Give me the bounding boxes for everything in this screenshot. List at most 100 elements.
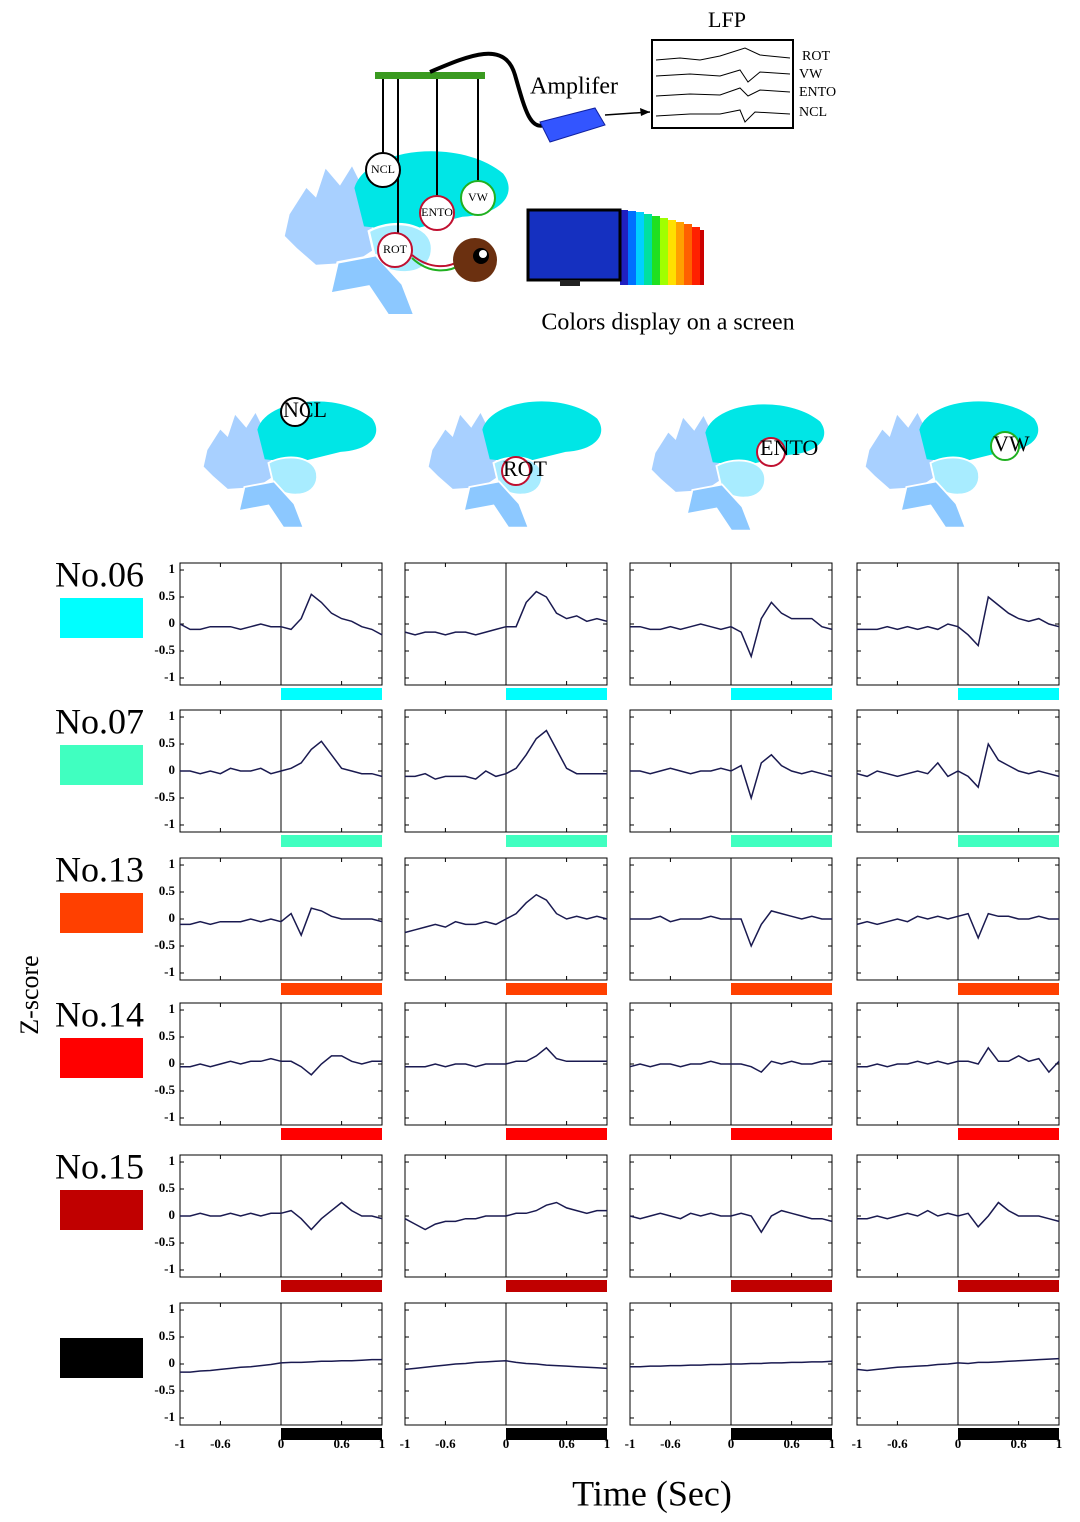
region-marker xyxy=(280,397,310,427)
stimulus-bar xyxy=(506,1280,607,1292)
row-label: No.14 xyxy=(55,994,144,1034)
lfp-trace xyxy=(655,87,791,97)
trace xyxy=(404,590,608,636)
x-tick-label: 1 xyxy=(379,1436,386,1451)
electrode-site xyxy=(377,232,413,268)
trace xyxy=(179,593,383,636)
stimulus-bar xyxy=(281,1280,382,1292)
stimulus-bar xyxy=(731,1280,832,1292)
y-tick-label: 0 xyxy=(169,1055,176,1070)
y-tick-label: -1 xyxy=(164,1409,175,1424)
stimulus-bar xyxy=(958,1128,1059,1140)
x-tick-label: -1 xyxy=(625,1436,636,1451)
highlight xyxy=(479,250,487,258)
screen xyxy=(526,208,704,286)
trace xyxy=(180,1201,383,1231)
stimulus-bar xyxy=(281,1128,382,1140)
y-tick-label: 1 xyxy=(169,1301,176,1316)
electrode-site xyxy=(419,195,455,231)
trace xyxy=(857,595,1060,648)
y-tick-label: 1 xyxy=(169,1001,176,1016)
trace xyxy=(405,1046,607,1068)
x-tick-label: 1 xyxy=(604,1436,611,1451)
stimulus-bar xyxy=(281,688,382,700)
stimulus-bar xyxy=(506,688,607,700)
lfp-trace xyxy=(655,47,791,61)
trace xyxy=(630,753,833,801)
x-tick-label: -0.6 xyxy=(210,1436,231,1451)
probe-bar xyxy=(375,72,485,79)
y-tick-label: 0.5 xyxy=(159,735,176,750)
lfp-trace xyxy=(655,109,791,123)
x-axis-label: Time (Sec) xyxy=(572,1473,732,1513)
trace-label: ROT xyxy=(802,49,830,64)
row-label: No.13 xyxy=(55,849,144,889)
electrode-label: NCL xyxy=(371,162,395,176)
y-tick-label: 0 xyxy=(169,762,176,777)
trace xyxy=(180,740,383,778)
trace xyxy=(630,1360,833,1368)
row-label: No.15 xyxy=(55,1146,144,1186)
trace xyxy=(856,742,1060,789)
row-label: No.07 xyxy=(55,701,144,741)
color-swatch xyxy=(60,1190,143,1230)
y-tick-label: 0.5 xyxy=(159,588,176,603)
y-tick-label: -1 xyxy=(164,1261,175,1276)
x-tick-label: -0.6 xyxy=(887,1436,908,1451)
color-swatch xyxy=(60,1338,143,1378)
column-headers: NCL ROT ENTO VW xyxy=(202,397,1040,532)
trace xyxy=(629,1060,832,1074)
stimulus-bar xyxy=(506,1428,607,1440)
x-tick-label: -0.6 xyxy=(660,1436,681,1451)
stimulus-bar xyxy=(281,1428,382,1440)
color-swatch xyxy=(60,598,143,638)
stimulus-bar xyxy=(506,835,607,847)
color-swatch xyxy=(60,893,143,933)
stimulus-bar xyxy=(281,835,382,847)
brain-icon xyxy=(864,400,1040,529)
stimulus-bar xyxy=(506,983,607,995)
y-tick-label: -1 xyxy=(164,669,175,684)
lfp-title: LFP xyxy=(708,7,746,32)
stimulus-bar xyxy=(731,1428,832,1440)
y-axis-label: Z-score xyxy=(15,955,44,1034)
x-tick-label: 0 xyxy=(955,1436,962,1451)
x-tick-label: 0 xyxy=(503,1436,510,1451)
brain-icon xyxy=(650,403,826,532)
y-tick-label: 0.5 xyxy=(159,1180,176,1195)
y-tick-label: -0.5 xyxy=(154,789,175,804)
y-tick-label: 0.5 xyxy=(159,883,176,898)
stimulus-bar xyxy=(958,1280,1059,1292)
y-tick-label: 0.5 xyxy=(159,1328,176,1343)
region-marker xyxy=(756,437,786,467)
x-tick-label: -1 xyxy=(400,1436,411,1451)
region-marker xyxy=(501,456,531,486)
trace xyxy=(405,729,607,780)
stimulus-bar xyxy=(281,983,382,995)
column-label: ENTO xyxy=(760,435,818,460)
y-tick-label: -1 xyxy=(164,1109,175,1124)
trace xyxy=(856,912,1059,940)
schematic: LFP ROT VW ENTO NCL Amplifer NCL ENTO VW… xyxy=(283,7,836,336)
column-label: ROT xyxy=(503,456,548,481)
x-tick-label: -1 xyxy=(175,1436,186,1451)
x-tick-label: 1 xyxy=(1056,1436,1063,1451)
row-label: No.06 xyxy=(55,554,144,594)
trace xyxy=(404,893,608,934)
stimulus-bar xyxy=(506,1128,607,1140)
electrode-site xyxy=(365,152,401,188)
y-tick-label: 0 xyxy=(169,615,176,630)
stimulus-bar xyxy=(731,1128,832,1140)
trace xyxy=(857,1046,1060,1074)
trace xyxy=(180,1055,382,1076)
stimulus-bar xyxy=(731,688,832,700)
electrode-site xyxy=(460,180,496,216)
y-tick-label: -0.5 xyxy=(154,937,175,952)
y-tick-label: -0.5 xyxy=(154,1082,175,1097)
trace xyxy=(629,1209,833,1234)
color-swatch xyxy=(60,745,143,785)
y-tick-label: 0 xyxy=(169,910,176,925)
y-tick-label: -1 xyxy=(164,964,175,979)
electrode-label: ROT xyxy=(383,242,408,256)
y-tick-label: -0.5 xyxy=(154,642,175,657)
